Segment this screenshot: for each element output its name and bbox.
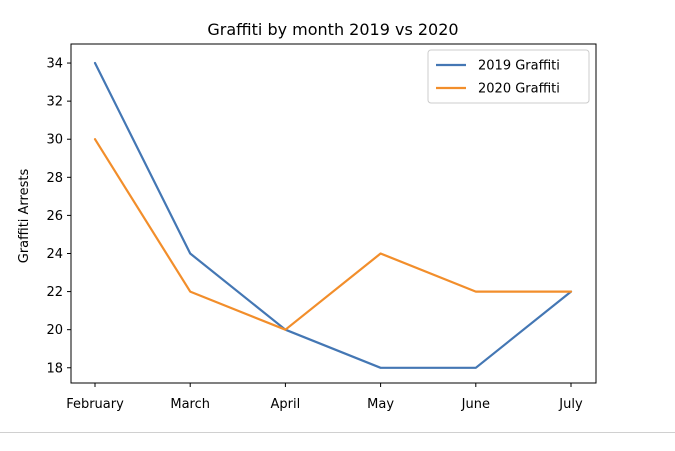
series-line-1	[93, 61, 573, 369]
y-axis-label: Graffiti Arrests	[17, 169, 32, 264]
y-tick-label: 26	[46, 209, 63, 224]
y-tick-label: 32	[46, 95, 63, 110]
x-tick-label: June	[461, 397, 490, 412]
y-tick-label: 30	[46, 133, 63, 148]
chart-title: Graffiti by month 2019 vs 2020	[207, 20, 458, 39]
legend: 2019 Graffiti 2020 Graffiti	[427, 49, 590, 104]
legend-label: 2019 Graffiti	[478, 59, 560, 74]
x-tick-label: July	[558, 397, 583, 412]
legend-box	[427, 49, 590, 104]
x-tick-label: May	[367, 397, 394, 412]
y-axis: 18 20 22 24 26 28 30 32 34	[46, 57, 71, 376]
y-tick-label: 24	[46, 247, 63, 262]
y-tick-label: 18	[46, 361, 63, 376]
legend-label: 2020 Graffiti	[478, 82, 560, 97]
y-tick-label: 34	[46, 57, 63, 72]
line-chart: Graffiti by month 2019 vs 2020 Graffiti …	[17, 20, 597, 412]
plot-area	[70, 43, 597, 384]
y-tick-label: 28	[46, 171, 63, 186]
x-tick-label: February	[66, 397, 124, 412]
x-axis: February March April May June July	[66, 383, 583, 412]
series-line-2	[93, 138, 573, 331]
x-tick-label: April	[271, 397, 301, 412]
bottom-divider	[0, 432, 675, 451]
y-tick-label: 22	[46, 285, 63, 300]
series-lines	[93, 61, 573, 369]
y-tick-label: 20	[46, 323, 63, 338]
x-tick-label: March	[170, 397, 210, 412]
